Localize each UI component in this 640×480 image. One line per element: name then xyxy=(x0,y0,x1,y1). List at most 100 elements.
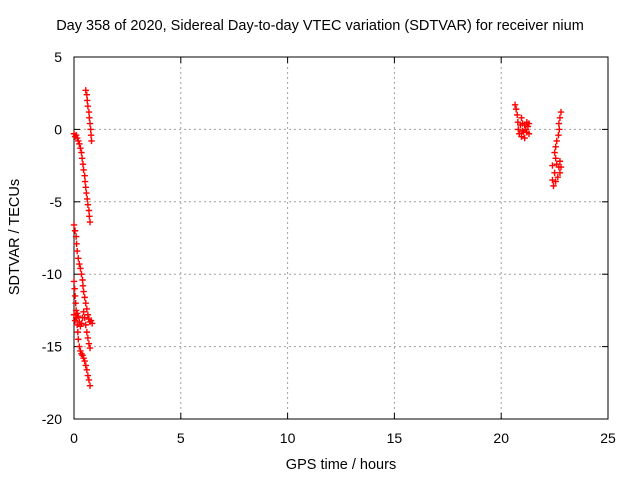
y-axis-label: SDTVAR / TECUs xyxy=(7,178,23,296)
data-point xyxy=(556,114,564,122)
data-point xyxy=(84,195,91,203)
data-point xyxy=(556,126,563,133)
data-point xyxy=(88,320,96,327)
data-point xyxy=(75,255,82,262)
data-point xyxy=(518,133,525,140)
data-point xyxy=(87,317,95,324)
y-tick-label: -10 xyxy=(42,266,62,282)
data-point xyxy=(85,108,93,116)
data-point xyxy=(86,114,93,122)
data-point xyxy=(83,91,91,98)
data-point xyxy=(75,336,82,343)
data-point xyxy=(84,311,92,318)
data-point xyxy=(79,352,86,359)
data-point xyxy=(75,312,82,320)
data-point xyxy=(72,307,80,314)
data-point xyxy=(550,182,557,190)
y-tick-label: -20 xyxy=(42,411,62,427)
data-point xyxy=(82,87,89,94)
data-point xyxy=(521,134,528,142)
data-point xyxy=(518,114,525,122)
data-point xyxy=(70,221,78,229)
data-points xyxy=(70,87,565,389)
x-tick-label: 10 xyxy=(280,430,296,446)
data-point xyxy=(77,347,84,355)
data-point xyxy=(79,282,87,289)
data-point xyxy=(74,310,81,317)
y-tick-label: 0 xyxy=(54,121,62,137)
data-point xyxy=(71,292,79,300)
data-point xyxy=(85,376,93,384)
data-point xyxy=(85,340,93,347)
data-point xyxy=(82,362,89,369)
x-tick-label: 0 xyxy=(70,430,78,446)
data-point xyxy=(87,131,95,139)
data-point xyxy=(80,166,87,174)
data-point xyxy=(74,328,82,336)
data-point xyxy=(83,305,91,313)
data-point xyxy=(86,344,94,352)
data-point xyxy=(555,120,563,127)
data-point xyxy=(82,184,89,191)
data-point xyxy=(75,137,82,145)
data-point xyxy=(73,240,80,247)
plot-frame xyxy=(73,56,609,420)
x-tick-label: 15 xyxy=(387,430,403,446)
data-point xyxy=(514,111,521,119)
x-tick-label: 25 xyxy=(600,430,616,446)
data-point xyxy=(79,160,87,168)
data-point xyxy=(76,140,83,148)
data-point xyxy=(519,127,526,135)
data-point xyxy=(80,308,87,316)
data-point xyxy=(78,271,85,278)
data-point xyxy=(551,169,558,177)
data-point xyxy=(70,278,78,285)
data-point xyxy=(556,169,564,177)
y-tick-label: -15 xyxy=(42,339,62,355)
data-point xyxy=(79,276,86,284)
data-point xyxy=(557,163,565,171)
data-point xyxy=(86,120,94,127)
data-point xyxy=(552,143,559,150)
data-point xyxy=(86,218,94,226)
axis-ticks: 0 5 10 15 20 25 5 0 -5 -10 -15 -20 xyxy=(42,49,616,446)
data-point xyxy=(72,299,79,307)
data-point xyxy=(74,134,81,142)
data-point xyxy=(554,173,562,181)
data-point xyxy=(81,314,88,321)
data-point xyxy=(556,158,564,165)
data-point xyxy=(84,372,92,379)
data-point xyxy=(521,121,528,129)
x-tick-label: 5 xyxy=(177,430,185,446)
data-point xyxy=(81,294,88,301)
data-point xyxy=(84,97,91,104)
data-point xyxy=(549,162,556,169)
data-point xyxy=(515,126,522,133)
y-tick-label: -5 xyxy=(50,194,63,210)
data-point xyxy=(82,299,89,307)
data-point xyxy=(84,103,92,110)
data-point xyxy=(511,101,519,108)
data-point xyxy=(78,149,85,156)
data-point xyxy=(71,227,79,234)
data-point xyxy=(84,334,92,342)
data-point xyxy=(551,149,558,156)
data-point xyxy=(88,137,95,145)
data-point xyxy=(77,323,84,330)
data-point xyxy=(78,320,85,327)
data-point xyxy=(552,155,559,162)
data-point xyxy=(71,317,79,324)
x-axis-label: GPS time / hours xyxy=(285,457,397,473)
y-tick-label: 5 xyxy=(54,49,62,65)
data-point xyxy=(86,382,94,389)
data-point xyxy=(80,354,87,362)
x-tick-label: 20 xyxy=(493,430,509,446)
data-point xyxy=(87,126,94,133)
data-point xyxy=(78,155,86,162)
data-point xyxy=(81,178,89,185)
data-point xyxy=(523,129,531,136)
data-point xyxy=(83,328,91,336)
data-point xyxy=(83,366,91,373)
data-point xyxy=(86,213,93,220)
